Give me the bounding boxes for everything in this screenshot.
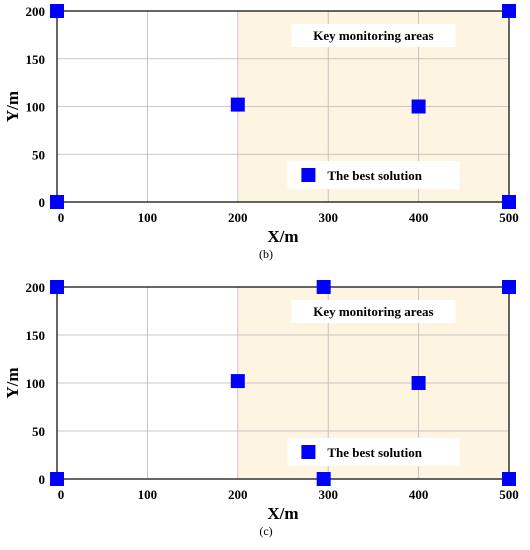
x-tick-label: 200 — [228, 210, 248, 225]
data-point — [502, 280, 516, 294]
data-point — [502, 195, 516, 209]
y-tick-label: 50 — [32, 147, 45, 162]
data-point — [50, 472, 64, 486]
x-tick-label: 0 — [58, 487, 65, 502]
x-axis-label: X/m — [267, 227, 298, 246]
x-tick-label: 400 — [409, 487, 429, 502]
legend-background — [287, 438, 460, 466]
y-axis-label: Y/m — [3, 91, 22, 122]
region-label-background — [291, 300, 456, 323]
data-point — [502, 4, 516, 18]
data-point — [411, 376, 426, 390]
x-axis-label: X/m — [267, 504, 298, 523]
chart-panel-1: Key monitoring areas The best solution 0 10… — [3, 4, 519, 261]
x-tick-label: 400 — [409, 210, 429, 225]
legend-background — [287, 161, 460, 189]
x-tick-label: 500 — [499, 487, 519, 502]
x-tick-label: 300 — [318, 210, 338, 225]
data-point — [230, 374, 245, 389]
data-point — [411, 99, 426, 114]
x-tick-label: 0 — [58, 210, 65, 225]
y-tick-label: 200 — [26, 280, 46, 295]
data-point — [50, 4, 64, 18]
panel-label: (b) — [259, 247, 273, 261]
legend-label: The best solution — [327, 168, 422, 183]
legend-label: The best solution — [327, 445, 422, 460]
legend-marker — [301, 445, 316, 459]
plot-frame — [56, 10, 510, 203]
panel-label: (c) — [259, 524, 272, 538]
x-tick-label: 300 — [318, 487, 338, 502]
data-point — [50, 280, 64, 294]
data-point — [316, 280, 331, 294]
y-tick-label: 50 — [32, 424, 45, 439]
legend-marker — [301, 168, 316, 182]
legend: The best solution — [287, 438, 460, 466]
region-label: Key monitoring areas — [313, 28, 433, 43]
x-tick-label: 500 — [499, 210, 519, 225]
y-tick-label: 100 — [26, 376, 46, 391]
y-tick-label: 150 — [26, 328, 46, 343]
y-tick-label: 0 — [39, 195, 46, 210]
region-label: Key monitoring areas — [313, 304, 433, 319]
chart-panel-2: Key monitoring areas The best solution 0 10… — [3, 280, 519, 538]
y-tick-label: 0 — [39, 472, 46, 487]
plot-frame — [56, 286, 510, 480]
x-tick-label: 200 — [228, 487, 248, 502]
data-point — [50, 195, 64, 209]
data-point — [230, 97, 245, 112]
x-tick-label: 100 — [138, 210, 158, 225]
y-tick-label: 150 — [26, 52, 46, 67]
legend: The best solution — [287, 161, 460, 189]
y-tick-label: 100 — [26, 100, 46, 115]
data-point — [316, 472, 331, 486]
region-label-background — [291, 24, 456, 47]
x-tick-label: 100 — [138, 487, 158, 502]
data-point — [502, 472, 516, 486]
y-tick-label: 200 — [26, 4, 46, 19]
y-axis-label: Y/m — [3, 367, 22, 398]
